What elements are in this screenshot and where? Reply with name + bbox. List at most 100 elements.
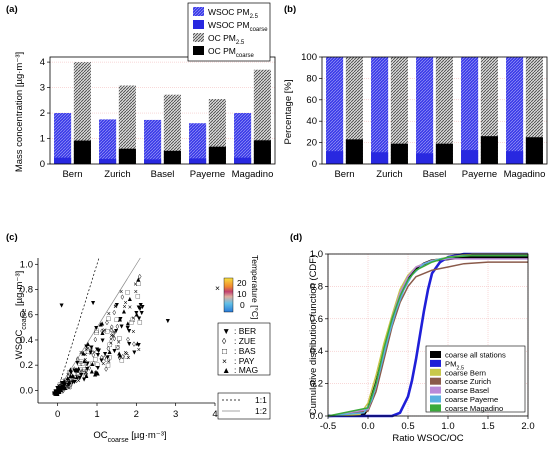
scatter-point: ▼ — [117, 316, 124, 323]
scatter-point: ▼ — [58, 303, 65, 310]
xtick-label-payerne: Payerne — [190, 169, 225, 180]
scatter-point: □ — [106, 316, 111, 323]
chart-c-xticks: 0 1 2 3 4 — [55, 403, 218, 420]
scatter-point: ▼ — [93, 371, 100, 378]
scatter-point: ◊ — [60, 383, 64, 390]
xtick-label: 0.0 — [361, 421, 374, 432]
scatter-point: ▼ — [57, 386, 64, 393]
scatter-point: ▼ — [84, 366, 91, 373]
bar-wsoc-pm2-5-payerne — [189, 123, 207, 164]
scatter-point: × — [119, 289, 123, 296]
xtick-label: 1 — [94, 409, 99, 420]
scatter-point: ▲ — [66, 379, 73, 386]
scatter-point: □ — [115, 344, 120, 351]
scatter-point: ▼ — [164, 318, 171, 325]
scatter-point: □ — [94, 330, 99, 337]
scatter-point: ▲ — [67, 366, 74, 373]
scatter-point: ◊ — [116, 345, 120, 352]
ytick-label: 0.6 — [310, 314, 323, 325]
scatter-point: ▼ — [113, 302, 120, 309]
xtick-label: 2.0 — [521, 421, 534, 432]
bar-oc-pm2-5-zurich — [118, 85, 136, 164]
scatter-point: ▼ — [54, 385, 61, 392]
marker-label-ber: : BER — [234, 326, 256, 336]
scatter-point: ▼ — [54, 391, 61, 398]
scatter-point: ▲ — [117, 353, 124, 360]
scatter-point: ▲ — [51, 390, 58, 397]
scatter-point: ◊ — [60, 382, 64, 389]
ytick-label: 1.0 — [310, 249, 323, 260]
scatter-point: □ — [125, 353, 130, 360]
chart-d-yticks: 0.0 0.2 0.4 0.6 0.8 1.0 — [310, 249, 328, 422]
marker-legend-box — [217, 322, 271, 376]
scatter-point: ◊ — [132, 341, 136, 348]
bar-wsoc-pmcoarse-bern — [54, 157, 72, 164]
scatter-point: ◊ — [56, 386, 60, 393]
scatter-point: □ — [84, 373, 89, 380]
scatter-point: ▲ — [106, 349, 113, 356]
bar-wsoc-pmcoarse-zurich — [99, 158, 117, 164]
bar-wsoc-pmcoarse-bern — [326, 151, 344, 164]
bar-wsoc-pmcoarse-payerne — [461, 150, 479, 164]
scatter-point: ▼ — [83, 344, 90, 351]
scatter-point: ◊ — [84, 371, 88, 378]
scatter-point: ◊ — [80, 369, 84, 376]
xtick-label-magadino: Magadino — [504, 169, 546, 180]
scatter-point: ▼ — [137, 302, 144, 309]
chart-a-xticks: Bern Zurich Basel Payerne Magadino — [62, 169, 273, 180]
xtick-label: 2 — [134, 409, 139, 420]
scatter-point: □ — [67, 384, 72, 391]
scatter-point: × — [137, 347, 141, 354]
marker-label-pay: : PAY — [234, 356, 255, 366]
scatter-point: □ — [67, 369, 72, 376]
xtick-label-payerne: Payerne — [462, 169, 497, 180]
scatter-point: ◊ — [111, 331, 115, 338]
legend-swatch-coarse-magadino — [430, 404, 441, 412]
scatter-point: ◊ — [62, 383, 66, 390]
scatter-point: ▲ — [74, 367, 81, 374]
colorbar-label: Temperature [°C] — [250, 255, 260, 319]
legend-swatch-oc-pm25 — [193, 33, 204, 42]
scatter-point: ▼ — [74, 360, 81, 367]
chart-b-xticks: Bern Zurich Basel Payerne Magadino — [334, 169, 545, 180]
scatter-point: ▼ — [88, 344, 95, 351]
ref-line-1-1 — [57, 257, 100, 391]
chart-c: □×▼▲□◊◊◊◊×▲▼▲◊▲▲× ×▼▼◊▼□▲▲×□××▲◊×▼▼×◊□□□▼… — [14, 255, 271, 444]
scatter-point: × — [77, 375, 81, 382]
scatter-point: ▼ — [136, 315, 143, 322]
scatter-point: □ — [58, 383, 63, 390]
marker-symbol-ber: ▼ — [222, 326, 230, 336]
chart-a: 0 1 2 3 4 Bern Zurich Basel Payerne Magadino Mas… — [14, 2, 276, 180]
bar-oc-pm2-5-basel — [435, 57, 453, 164]
line-legend-label-1-1: 1:1 — [255, 395, 267, 405]
scatter-point: × — [57, 383, 61, 390]
chart-d-xticks: -0.5 0.0 0.5 1.0 1.5 2.0 — [320, 416, 535, 432]
scatter-point: ▼ — [135, 304, 142, 311]
scatter-point: ▼ — [94, 347, 101, 354]
xtick-label: 1.5 — [481, 421, 494, 432]
colorbar-over-marker: × — [215, 283, 220, 293]
bar-oc-pm2-5-zurich — [390, 57, 408, 164]
chart-a-ylabel: Mass concentration [µg·m⁻³] — [14, 52, 25, 172]
chart-c-ylabel: WSOCcoarse [µg·m⁻³] — [14, 271, 28, 360]
ytick-label: 0.0 — [310, 411, 323, 422]
legend-swatch-coarse-all-stations — [430, 351, 441, 358]
panel-label-a: (a) — [6, 4, 18, 15]
scatter-point: ▲ — [83, 373, 90, 380]
scatter-point: □ — [58, 387, 63, 394]
scatter-point: ▲ — [64, 375, 71, 382]
chart-c-axes — [37, 258, 215, 404]
scatter-point: ▲ — [116, 350, 123, 357]
scatter-point: □ — [94, 328, 99, 335]
scatter-point: × — [54, 389, 58, 396]
scatter-point: □ — [66, 379, 71, 386]
scatter-point: ▲ — [99, 321, 106, 328]
scatter-point: ▲ — [61, 381, 68, 388]
scatter-point: ▲ — [53, 389, 60, 396]
scatter-point: ▼ — [99, 338, 106, 345]
scatter-point: □ — [107, 354, 112, 361]
scatter-point: × — [66, 372, 70, 379]
scatter-point: × — [131, 316, 135, 323]
scatter-point: ▼ — [126, 328, 133, 335]
scatter-point: × — [64, 379, 68, 386]
